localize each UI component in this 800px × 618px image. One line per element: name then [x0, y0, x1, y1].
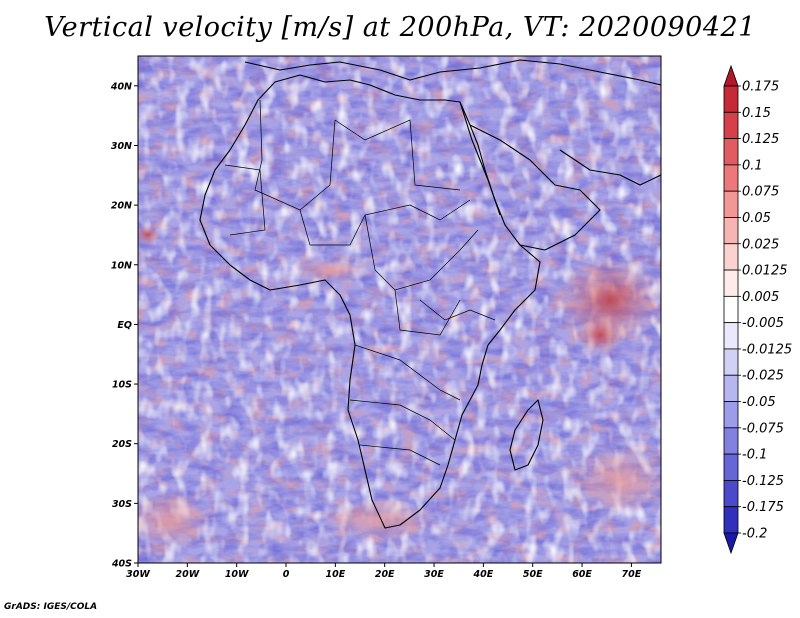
colorbar-label: 0.15 [742, 106, 771, 121]
colorbar-swatch [723, 217, 739, 245]
country-borders [224, 99, 496, 466]
colorbar-label: 0.175 [742, 80, 779, 95]
y-tick-label: 40N [110, 81, 132, 92]
colorbar-swatch [723, 85, 739, 113]
persian-gulf-coast [559, 149, 661, 186]
colorbar-swatch [723, 453, 739, 481]
x-tick-label: 30E [424, 569, 444, 580]
colorbar-label: 0.075 [742, 185, 779, 200]
y-tick-label: 40S [111, 559, 132, 570]
x-tick-label: 30W [126, 569, 150, 580]
coastlines [199, 59, 661, 529]
y-tick-label: 20S [112, 439, 132, 450]
africa-coastline [199, 74, 541, 529]
x-tick-label: 10E [325, 569, 345, 580]
x-tick-label: 10W [225, 569, 249, 580]
colorbar: 0.175 0.15 0.125 0.1 0.075 0.05 0.025 0.0125 0.0… [723, 64, 792, 555]
x-tick-label: 0 [283, 569, 290, 580]
colorbar-label: -0.075 [742, 421, 784, 436]
colorbar-label: 0.125 [742, 132, 779, 147]
colorbar-swatch [723, 427, 739, 455]
colorbar-swatch [723, 374, 739, 402]
colorbar-label: -0.025 [742, 369, 784, 384]
y-tick-label: 30N [111, 141, 132, 152]
colorbar-swatch [723, 138, 739, 166]
colorbar-label: -0.0125 [742, 342, 792, 357]
x-tick-label: 40E [473, 569, 494, 580]
x-tick-label: 70E [622, 569, 642, 580]
y-tick-label: 10S [112, 380, 132, 391]
colorbar-label: 0.025 [742, 237, 779, 252]
europe-coastline [244, 59, 661, 86]
colorbar-swatch [723, 295, 739, 324]
velocity-field [138, 56, 661, 563]
colorbar-top-arrow [723, 64, 739, 87]
x-tick-label: 50E [523, 569, 543, 580]
colorbar-swatch [723, 480, 739, 508]
colorbar-swatch [723, 506, 739, 534]
colorbar-label: -0.05 [742, 395, 776, 410]
x-tick-label: 20W [175, 569, 199, 580]
madagascar-coastline [509, 399, 544, 471]
colorbar-swatch [723, 401, 739, 429]
colorbar-swatch [723, 348, 739, 376]
colorbar-bottom-arrow [723, 532, 739, 555]
red-sea-coast [459, 101, 501, 216]
y-tick-label: EQ [117, 320, 132, 331]
colorbar-swatch [723, 322, 739, 350]
arabian-peninsula-coastline [469, 124, 601, 251]
colorbar-swatch [723, 111, 739, 139]
colorbar-label: 0.05 [742, 211, 771, 226]
x-tick-label: 60E [572, 569, 592, 580]
colorbar-label: 0.1 [742, 158, 763, 173]
plot-frame [137, 55, 662, 564]
colorbar-label: -0.125 [742, 474, 784, 489]
colorbar-label: -0.2 [742, 527, 767, 542]
colorbar-label: 0.0125 [742, 264, 788, 279]
colorbar-label: -0.005 [742, 316, 784, 331]
y-axis: 40N 30N 20N 10N EQ 10S 20S 30S 40S [110, 81, 138, 570]
y-tick-label: 20N [111, 201, 132, 212]
x-axis: 30W 20W 10W 0 10E 20E 30E 40E 50E 60E 70E [126, 563, 642, 580]
colorbar-label: 0.005 [742, 290, 779, 305]
colorbar-label: -0.175 [742, 500, 784, 515]
footer-credit: GrADS: IGES/COLA [4, 602, 98, 612]
colorbar-label: -0.1 [742, 448, 767, 463]
colorbar-swatch [723, 269, 739, 297]
y-tick-label: 30S [112, 499, 132, 510]
colorbar-swatch [723, 164, 739, 192]
x-tick-label: 20E [375, 569, 395, 580]
y-tick-label: 10N [111, 260, 132, 271]
chart-title: Vertical velocity [m/s] at 200hPa, VT: 2… [44, 12, 756, 43]
colorbar-swatch [723, 190, 739, 218]
colorbar-swatch [723, 243, 739, 271]
